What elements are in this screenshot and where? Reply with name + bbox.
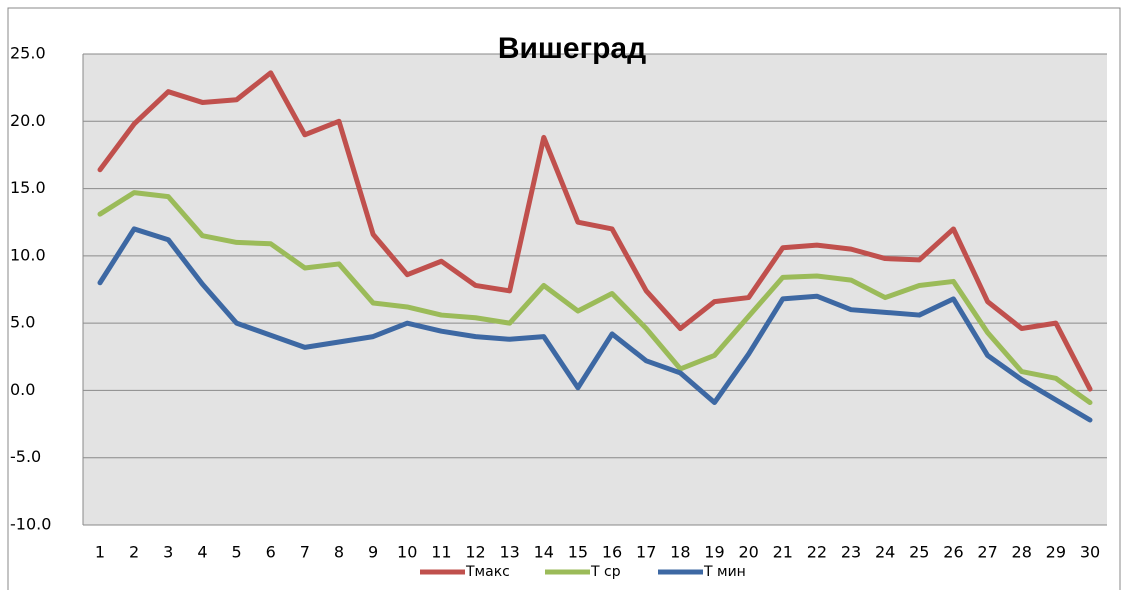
x-tick-label: 22 (807, 543, 827, 562)
x-tick-label: 29 (1046, 543, 1066, 562)
y-tick-label: 20.0 (10, 111, 46, 130)
x-tick-label: 3 (163, 543, 173, 562)
y-tick-label: -10.0 (10, 515, 51, 534)
chart-title: Вишеград (498, 32, 646, 65)
series-line (97, 70, 1093, 392)
x-tick-label: 8 (334, 543, 344, 562)
x-tick-label: 21 (773, 543, 793, 562)
y-tick-label: 25.0 (10, 44, 46, 63)
x-tick-label: 7 (300, 543, 310, 562)
x-tick-label: 19 (704, 543, 724, 562)
x-tick-label: 12 (465, 543, 485, 562)
series-line (97, 226, 1093, 423)
series-line (97, 190, 1093, 406)
chart-frame (7, 7, 1121, 590)
x-tick-label: 14 (534, 543, 554, 562)
legend-label: Тмакс (465, 564, 510, 580)
x-tick-label: 16 (602, 543, 622, 562)
x-tick-label: 28 (1012, 543, 1032, 562)
legend-label: Т мин (703, 564, 746, 580)
legend-label: Т ср (590, 564, 621, 580)
x-tick-label: 18 (670, 543, 690, 562)
x-tick-label: 10 (397, 543, 417, 562)
x-tick-label: 26 (943, 543, 963, 562)
x-tick-label: 30 (1080, 543, 1100, 562)
x-tick-label: 1 (95, 543, 105, 562)
x-tick-label: 2 (129, 543, 139, 562)
y-tick-label: -5.0 (10, 447, 41, 466)
x-tick-label: 25 (909, 543, 929, 562)
x-tick-label: 24 (875, 543, 895, 562)
x-tick-label: 17 (636, 543, 656, 562)
plot-area (83, 54, 1107, 525)
x-tick-label: 27 (977, 543, 997, 562)
y-tick-label: 5.0 (10, 313, 35, 332)
y-tick-label: 15.0 (10, 178, 46, 197)
x-tick-label: 6 (266, 543, 276, 562)
x-tick-label: 13 (499, 543, 519, 562)
x-tick-label: 11 (431, 543, 451, 562)
x-tick-label: 4 (197, 543, 207, 562)
x-tick-label: 15 (568, 543, 588, 562)
x-tick-label: 23 (841, 543, 861, 562)
y-tick-label: 10.0 (10, 245, 46, 264)
y-tick-label: 0.0 (10, 380, 35, 399)
x-tick-label: 5 (231, 543, 241, 562)
x-tick-label: 9 (368, 543, 378, 562)
x-tick-label: 20 (738, 543, 758, 562)
